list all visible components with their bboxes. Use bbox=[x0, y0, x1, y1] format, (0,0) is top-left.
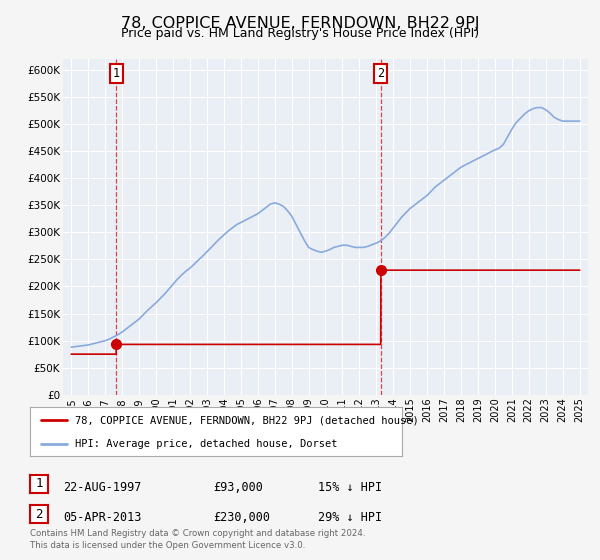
Text: 22-AUG-1997: 22-AUG-1997 bbox=[63, 480, 142, 494]
Text: HPI: Average price, detached house, Dorset: HPI: Average price, detached house, Dors… bbox=[74, 439, 337, 449]
Text: 29% ↓ HPI: 29% ↓ HPI bbox=[318, 511, 382, 524]
Text: Contains HM Land Registry data © Crown copyright and database right 2024.
This d: Contains HM Land Registry data © Crown c… bbox=[30, 529, 365, 550]
Text: 15% ↓ HPI: 15% ↓ HPI bbox=[318, 480, 382, 494]
Text: 78, COPPICE AVENUE, FERNDOWN, BH22 9PJ: 78, COPPICE AVENUE, FERNDOWN, BH22 9PJ bbox=[121, 16, 479, 31]
Text: 1: 1 bbox=[113, 67, 120, 81]
Text: Price paid vs. HM Land Registry's House Price Index (HPI): Price paid vs. HM Land Registry's House … bbox=[121, 27, 479, 40]
Text: 2: 2 bbox=[377, 67, 385, 81]
Text: 05-APR-2013: 05-APR-2013 bbox=[63, 511, 142, 524]
Text: 78, COPPICE AVENUE, FERNDOWN, BH22 9PJ (detached house): 78, COPPICE AVENUE, FERNDOWN, BH22 9PJ (… bbox=[74, 416, 418, 426]
Text: 1: 1 bbox=[35, 477, 43, 491]
Text: £93,000: £93,000 bbox=[213, 480, 263, 494]
Text: £230,000: £230,000 bbox=[213, 511, 270, 524]
Text: 2: 2 bbox=[35, 507, 43, 521]
